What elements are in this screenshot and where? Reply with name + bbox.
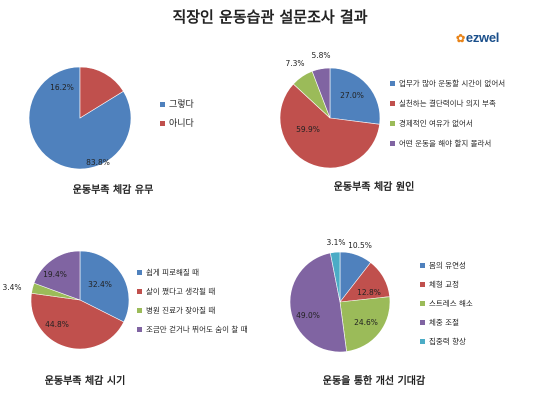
legend-swatch [390, 121, 395, 126]
legend-label: 체형 교정 [429, 279, 459, 289]
chart-title: 운동을 통한 개선 기대감 [323, 374, 426, 387]
legend-swatch [137, 270, 142, 275]
logo-text: ezwel [465, 30, 500, 45]
legend-swatch [390, 141, 395, 146]
data-label: 12.8% [357, 288, 381, 297]
legend-label: 쉽게 피로해질 때 [146, 267, 199, 277]
legend-label: 업무가 많아 운동할 시간이 없어서 [399, 78, 505, 88]
legend-label: 집중력 향상 [429, 336, 466, 346]
legend-swatch [420, 282, 425, 287]
legend-swatch [160, 102, 165, 107]
legend-label: 실천하는 결단력이나 의지 부족 [399, 98, 496, 108]
chart-title: 운동부족 체감 원인 [334, 180, 415, 193]
legend-label: 어떤 운동을 해야 할지 몰라서 [399, 138, 491, 148]
data-label: 24.6% [354, 318, 378, 327]
data-label: 3.1% [326, 238, 345, 247]
pie-chart-2: 27.0% 59.9% 7.3% 5.8% 업무가 많아 운동할 시간이 없어서실천하는… [279, 51, 505, 193]
legend-swatch [420, 320, 425, 325]
data-label: 16.2% [50, 83, 74, 92]
pie-slice [279, 83, 380, 169]
data-label: 3.4% [2, 283, 21, 292]
legend-swatch [160, 121, 165, 126]
legend-label: 그렇다 [169, 99, 195, 110]
pie-slice [30, 292, 125, 350]
legend-swatch [420, 301, 425, 306]
pie-slice [33, 250, 81, 301]
legend-swatch [137, 289, 142, 294]
data-label: 7.3% [285, 59, 304, 68]
legend-label: 조금만 걷거나 뛰어도 숨이 찰 때 [146, 324, 248, 334]
data-label: 83.8% [86, 158, 110, 167]
pie-chart-3: 32.4% 44.8% 3.4% 19.4% 쉽게 피로해질 때살이 쪘다고 생각될 때… [2, 250, 248, 387]
data-label: 10.5% [348, 241, 372, 250]
legend-swatch [390, 81, 395, 86]
data-label: 5.8% [311, 51, 330, 60]
legend-label: 경제적인 여유가 없어서 [399, 118, 473, 128]
data-label: 59.9% [296, 125, 320, 134]
logo-mark-icon: ✿ [456, 33, 465, 45]
data-label: 19.4% [43, 270, 67, 279]
legend-label: 아니다 [169, 118, 195, 129]
pie-slice [311, 67, 331, 119]
pie-slice [79, 250, 130, 323]
legend-label: 병원 진료가 잦아질 때 [146, 305, 215, 315]
legend-label: 몸의 유연성 [429, 260, 466, 270]
page-title: 직장인 운동습관 설문조사 결과 [172, 8, 368, 26]
legend-label: 스트레스 해소 [429, 298, 473, 308]
pie-slice [79, 66, 124, 119]
data-label: 27.0% [340, 91, 364, 100]
legend-label: 체중 조절 [429, 317, 459, 327]
legend-swatch [390, 101, 395, 106]
legend-swatch [137, 327, 142, 332]
data-label: 32.4% [88, 280, 112, 289]
pie-slice [28, 66, 132, 170]
pie-slice [339, 296, 391, 352]
chart-title: 운동부족 체감 시기 [45, 374, 126, 387]
legend-swatch [420, 263, 425, 268]
data-label: 49.0% [296, 311, 320, 320]
ezwel-logo: ✿ezwel [456, 30, 499, 45]
data-label: 44.8% [45, 320, 69, 329]
pie-slice [329, 67, 381, 125]
chart-title: 운동부족 체감 유무 [73, 183, 154, 196]
pie-slice [329, 251, 341, 303]
legend-swatch [137, 308, 142, 313]
legend-swatch [420, 339, 425, 344]
legend-label: 살이 쪘다고 생각될 때 [146, 286, 215, 296]
pie-slice [289, 252, 347, 353]
